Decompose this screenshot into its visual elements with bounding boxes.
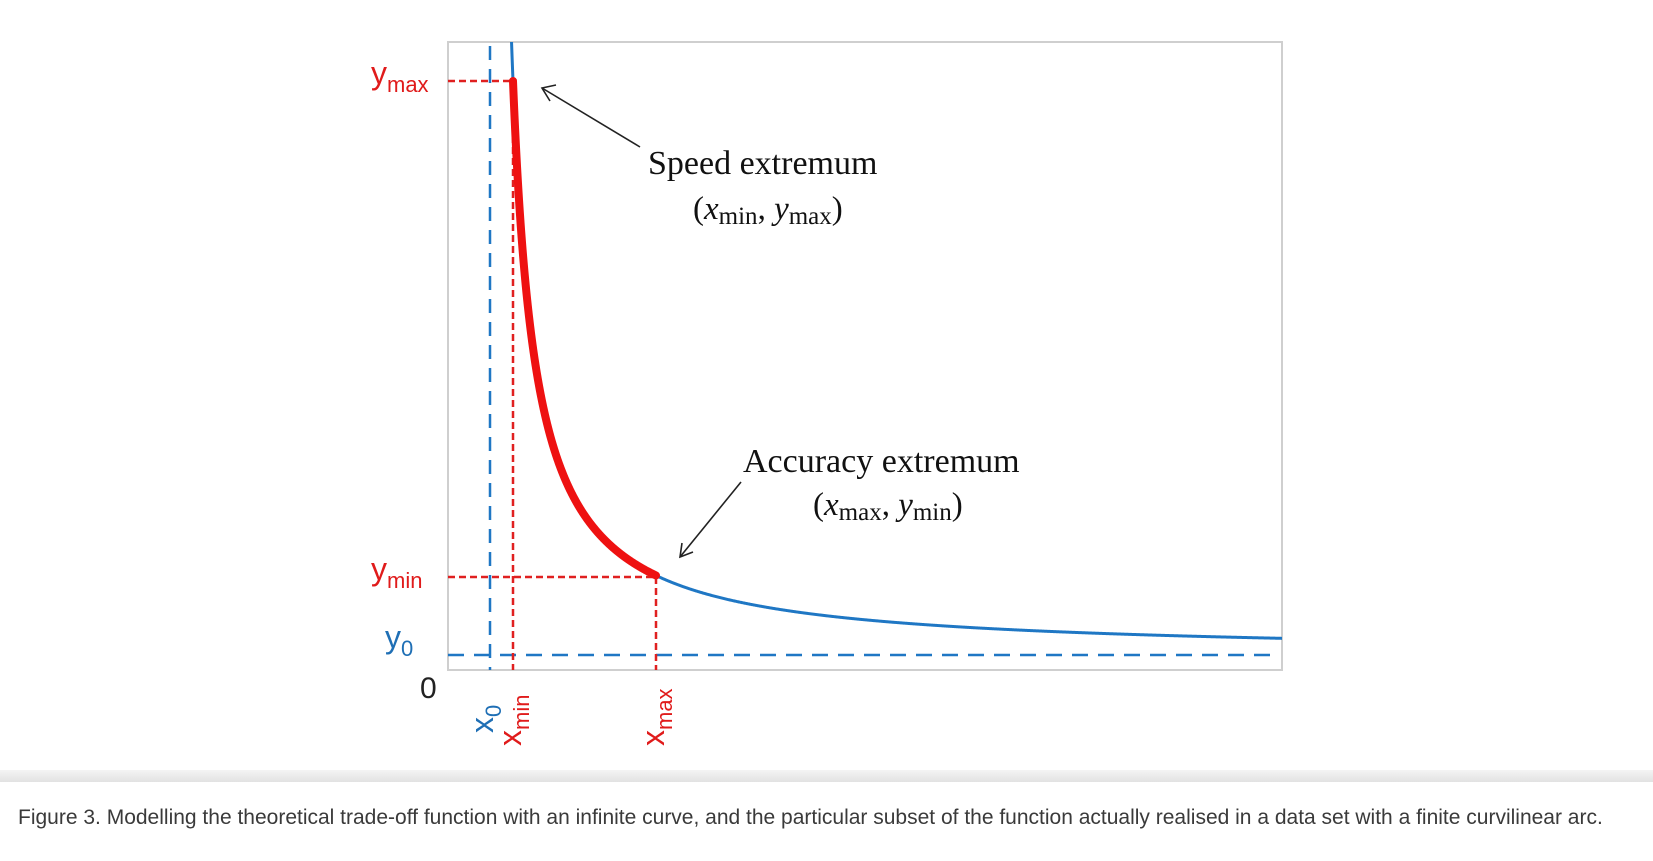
speed-extremum-title: Speed extremum: [648, 145, 877, 182]
xmin-label: xmin: [492, 695, 534, 746]
tradeoff-curve: [510, 42, 1282, 640]
plot-frame: [447, 41, 1283, 671]
realised-arc: [509, 77, 660, 580]
caption-divider: [0, 770, 1653, 782]
speed-extremum-arrow: [540, 84, 641, 148]
ymax-label: ymax: [371, 55, 429, 97]
x0-label: x0: [464, 705, 506, 733]
ymin-label: ymin: [371, 551, 422, 593]
accuracy-extremum-title: Accuracy extremum: [743, 443, 1020, 480]
figure-caption: Figure 3. Modelling the theoretical trad…: [18, 806, 1603, 829]
speed-extremum-coords: (xmin, ymax): [693, 191, 843, 230]
tradeoff-diagram: ymax ymin y0 0 x0 xmin xmax Speed extrem…: [371, 41, 1283, 746]
accuracy-extremum-coords: (xmax, ymin): [813, 487, 963, 526]
y0-label: y0: [385, 619, 413, 661]
accuracy-extremum-arrow: [679, 481, 742, 559]
origin-label: 0: [420, 672, 437, 705]
xmax-label: xmax: [635, 688, 677, 746]
